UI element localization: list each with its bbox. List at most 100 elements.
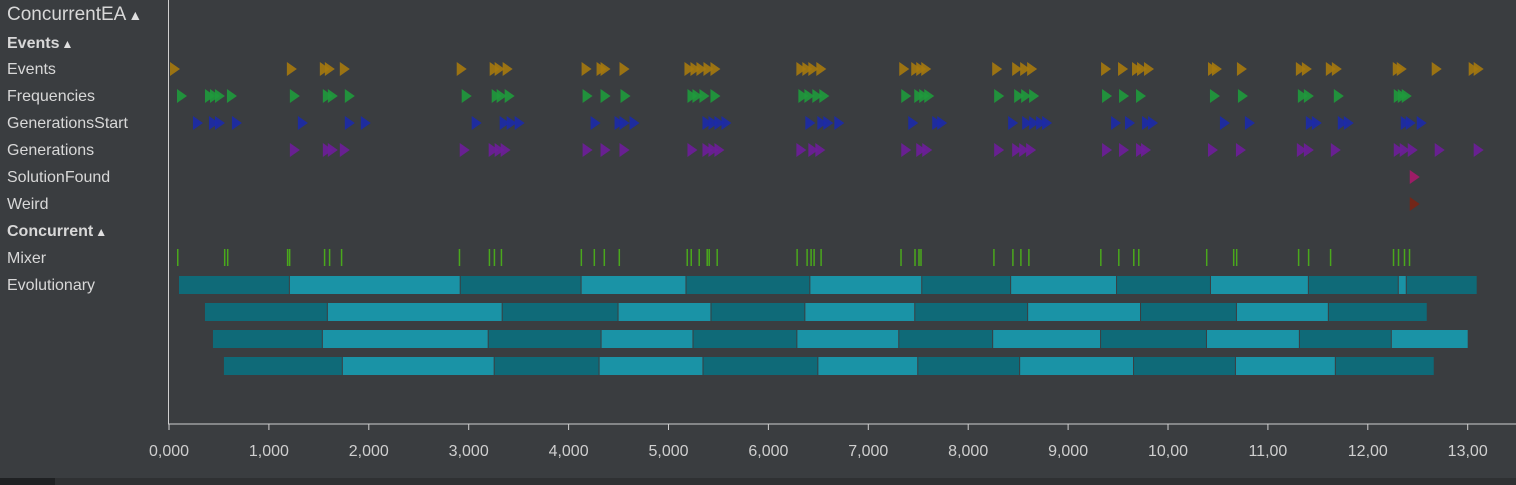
evolutionary-segment[interactable] <box>693 330 797 348</box>
event-marker-generations[interactable] <box>619 143 630 157</box>
event-marker-generations[interactable] <box>702 143 713 157</box>
mixer-tick[interactable] <box>1012 249 1014 266</box>
event-marker-generationsstart[interactable] <box>629 116 640 130</box>
event-marker-events[interactable] <box>502 62 513 76</box>
event-marker-generations[interactable] <box>1102 143 1113 157</box>
horizontal-scrollbar[interactable] <box>0 478 1516 485</box>
event-marker-generationsstart[interactable] <box>192 116 203 130</box>
event-marker-generationsstart[interactable] <box>937 116 948 130</box>
event-marker-generationsstart[interactable] <box>805 116 816 130</box>
event-marker-frequencies[interactable] <box>804 89 815 103</box>
event-marker-generationsstart[interactable] <box>231 116 242 130</box>
evolutionary-segment[interactable] <box>618 303 711 321</box>
mixer-tick[interactable] <box>500 249 503 266</box>
event-marker-generations[interactable] <box>1119 143 1130 157</box>
event-marker-frequencies[interactable] <box>1021 89 1032 103</box>
evolutionary-segment[interactable] <box>1406 276 1477 294</box>
evolutionary-segment[interactable] <box>1210 276 1308 294</box>
event-marker-generationsstart[interactable] <box>1042 116 1053 130</box>
mixer-tick[interactable] <box>1307 249 1310 266</box>
event-marker-generations[interactable] <box>289 143 300 157</box>
event-marker-generationsstart[interactable] <box>471 116 482 130</box>
event-marker-generationsstart[interactable] <box>1416 116 1427 130</box>
event-marker-events[interactable] <box>494 62 505 76</box>
event-marker-frequencies[interactable] <box>819 89 830 103</box>
event-marker-generations[interactable] <box>994 143 1005 157</box>
event-marker-events[interactable] <box>1020 62 1031 76</box>
event-marker-frequencies[interactable] <box>692 89 703 103</box>
evolutionary-segment[interactable] <box>322 330 488 348</box>
mixer-tick[interactable] <box>603 249 606 266</box>
mixer-tick[interactable] <box>810 249 812 266</box>
event-marker-frequencies[interactable] <box>798 89 809 103</box>
evolutionary-segment[interactable] <box>1117 276 1210 294</box>
evolutionary-segment[interactable] <box>460 276 581 294</box>
event-marker-events[interactable] <box>1137 62 1148 76</box>
event-marker-generationsstart[interactable] <box>1343 116 1354 130</box>
event-marker-generationsstart[interactable] <box>514 116 525 130</box>
evolutionary-segment[interactable] <box>1328 303 1427 321</box>
evolutionary-segment[interactable] <box>1398 276 1406 294</box>
event-marker-frequencies[interactable] <box>1014 89 1025 103</box>
mixer-tick[interactable] <box>1100 249 1102 266</box>
event-marker-frequencies[interactable] <box>1237 89 1248 103</box>
event-marker-events[interactable] <box>1331 62 1342 76</box>
event-marker-events[interactable] <box>169 62 180 76</box>
mixer-tick[interactable] <box>698 249 700 266</box>
event-marker-generationsstart[interactable] <box>344 116 355 130</box>
mixer-tick[interactable] <box>806 249 808 266</box>
event-marker-frequencies[interactable] <box>699 89 710 103</box>
event-marker-events[interactable] <box>921 62 932 76</box>
evolutionary-segment[interactable] <box>1236 303 1328 321</box>
event-marker-generations[interactable] <box>1473 143 1484 157</box>
evolutionary-segment[interactable] <box>918 357 1020 375</box>
event-marker-generations[interactable] <box>1019 143 1030 157</box>
event-marker-events[interactable] <box>1211 62 1222 76</box>
event-marker-generationsstart[interactable] <box>908 116 919 130</box>
event-marker-generations[interactable] <box>708 143 719 157</box>
mixer-tick[interactable] <box>686 249 688 266</box>
event-marker-solutionfound[interactable] <box>1409 170 1420 184</box>
event-marker-generationsstart[interactable] <box>1111 116 1122 130</box>
event-marker-frequencies[interactable] <box>1209 89 1220 103</box>
event-marker-frequencies[interactable] <box>1136 89 1147 103</box>
mixer-tick[interactable] <box>796 249 798 266</box>
event-marker-generations[interactable] <box>815 143 826 157</box>
event-marker-frequencies[interactable] <box>582 89 593 103</box>
mixer-tick[interactable] <box>1205 249 1208 266</box>
event-marker-generations[interactable] <box>1235 143 1246 157</box>
mixer-tick[interactable] <box>1138 249 1140 266</box>
event-marker-events[interactable] <box>1236 62 1247 76</box>
event-marker-events[interactable] <box>1101 62 1112 76</box>
evolutionary-segment[interactable] <box>915 303 1028 321</box>
evolutionary-segment[interactable] <box>601 330 693 348</box>
mixer-tick[interactable] <box>223 249 226 266</box>
evolutionary-segment[interactable] <box>1011 276 1117 294</box>
mixer-tick[interactable] <box>1020 249 1022 266</box>
event-marker-events[interactable] <box>1473 62 1484 76</box>
mixer-tick[interactable] <box>1133 249 1135 266</box>
mixer-tick[interactable] <box>1329 249 1332 266</box>
evolutionary-segment[interactable] <box>703 357 818 375</box>
event-marker-generationsstart[interactable] <box>834 116 845 130</box>
event-marker-events[interactable] <box>324 62 335 76</box>
event-marker-generations[interactable] <box>1207 143 1218 157</box>
evolutionary-segment[interactable] <box>599 357 703 375</box>
evolutionary-segment[interactable] <box>686 276 810 294</box>
event-marker-events[interactable] <box>690 62 701 76</box>
event-marker-frequencies[interactable] <box>600 89 611 103</box>
evolutionary-segment[interactable] <box>327 303 502 321</box>
evolutionary-segment[interactable] <box>494 357 599 375</box>
event-marker-generationsstart[interactable] <box>590 116 601 130</box>
evolutionary-segment[interactable] <box>204 303 327 321</box>
event-marker-generations[interactable] <box>1141 143 1152 157</box>
mixer-tick[interactable] <box>820 249 822 266</box>
event-marker-generations[interactable] <box>600 143 611 157</box>
event-marker-generationsstart[interactable] <box>1022 116 1033 130</box>
evolutionary-segment[interactable] <box>223 357 342 375</box>
event-marker-frequencies[interactable] <box>1401 89 1412 103</box>
collapse-triangle-icon[interactable]: ▲ <box>128 7 143 23</box>
event-marker-generations[interactable] <box>1026 143 1037 157</box>
event-marker-frequencies[interactable] <box>924 89 935 103</box>
event-marker-events[interactable] <box>1431 62 1442 76</box>
